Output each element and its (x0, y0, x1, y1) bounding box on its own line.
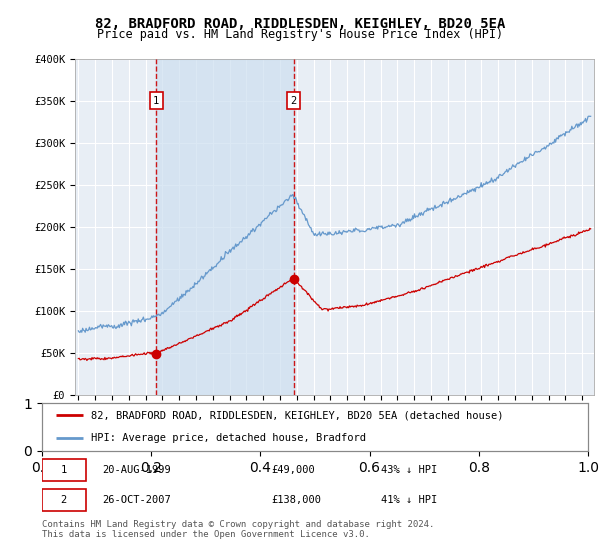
FancyBboxPatch shape (42, 459, 86, 480)
Text: 26-OCT-2007: 26-OCT-2007 (102, 495, 171, 505)
Text: 82, BRADFORD ROAD, RIDDLESDEN, KEIGHLEY, BD20 5EA (detached house): 82, BRADFORD ROAD, RIDDLESDEN, KEIGHLEY,… (91, 410, 503, 420)
Text: 1: 1 (61, 465, 67, 475)
Text: Contains HM Land Registry data © Crown copyright and database right 2024.
This d: Contains HM Land Registry data © Crown c… (42, 520, 434, 539)
Text: 2: 2 (290, 96, 297, 106)
Bar (156, 59, 293, 395)
Text: HPI: Average price, detached house, Bradford: HPI: Average price, detached house, Brad… (91, 433, 366, 443)
Text: 2: 2 (61, 495, 67, 505)
FancyBboxPatch shape (42, 489, 86, 511)
Text: 20-AUG-1999: 20-AUG-1999 (102, 465, 171, 475)
Text: 41% ↓ HPI: 41% ↓ HPI (380, 495, 437, 505)
Text: Price paid vs. HM Land Registry's House Price Index (HPI): Price paid vs. HM Land Registry's House … (97, 28, 503, 41)
Text: 82, BRADFORD ROAD, RIDDLESDEN, KEIGHLEY, BD20 5EA: 82, BRADFORD ROAD, RIDDLESDEN, KEIGHLEY,… (95, 17, 505, 31)
Text: £138,000: £138,000 (271, 495, 322, 505)
Text: 1: 1 (153, 96, 160, 106)
Text: £49,000: £49,000 (271, 465, 315, 475)
FancyBboxPatch shape (42, 403, 588, 451)
Text: 43% ↓ HPI: 43% ↓ HPI (380, 465, 437, 475)
